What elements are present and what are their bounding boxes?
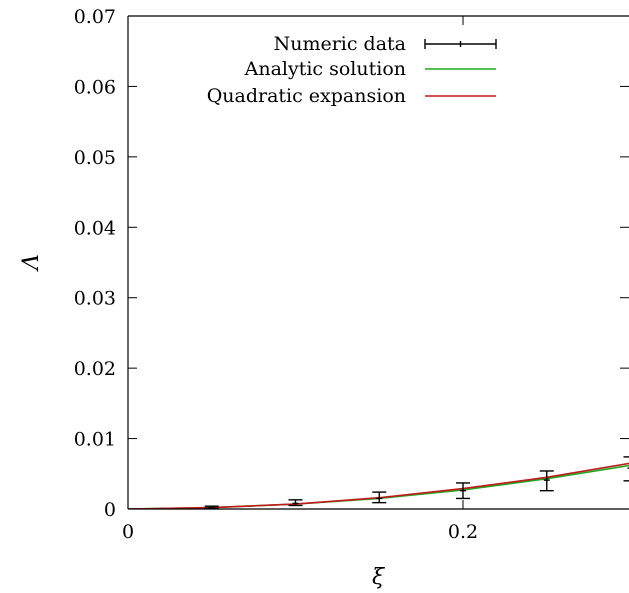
data-point: [539, 470, 554, 492]
series-layer: [128, 456, 629, 509]
data-point: [204, 505, 219, 509]
data-point: [623, 456, 629, 482]
y-tick-label: 0.01: [74, 429, 116, 451]
y-axis-label: Λ: [19, 254, 44, 272]
y-tick-label: 0.05: [74, 147, 116, 169]
y-tick-label: 0.07: [74, 6, 116, 28]
y-tick-label: 0.02: [74, 358, 116, 380]
legend-label: Numeric data: [274, 33, 406, 55]
legend: Numeric data Analytic solution Quadratic e…: [207, 33, 497, 107]
x-tick-label: 0: [122, 521, 134, 543]
y-tick-label: 0.04: [74, 217, 116, 239]
data-point: [456, 482, 470, 500]
data-point: [372, 491, 387, 504]
legend-label: Analytic solution: [244, 58, 406, 80]
ticks: 00.010.020.030.040.050.060.0700.20.40.60…: [74, 6, 629, 543]
y-tick-label: 0: [104, 499, 116, 521]
x-axis-label: ξ: [372, 565, 386, 590]
data-point: [288, 499, 303, 507]
x-tick-label: 0.2: [448, 521, 478, 543]
legend-label: Quadratic expansion: [207, 85, 406, 107]
y-tick-label: 0.03: [74, 288, 116, 310]
y-tick-label: 0.06: [74, 76, 116, 98]
axes: [127, 15, 629, 510]
series-line-quadratic-expansion: [128, 462, 629, 509]
series-line-analytic-solution: [128, 464, 629, 509]
